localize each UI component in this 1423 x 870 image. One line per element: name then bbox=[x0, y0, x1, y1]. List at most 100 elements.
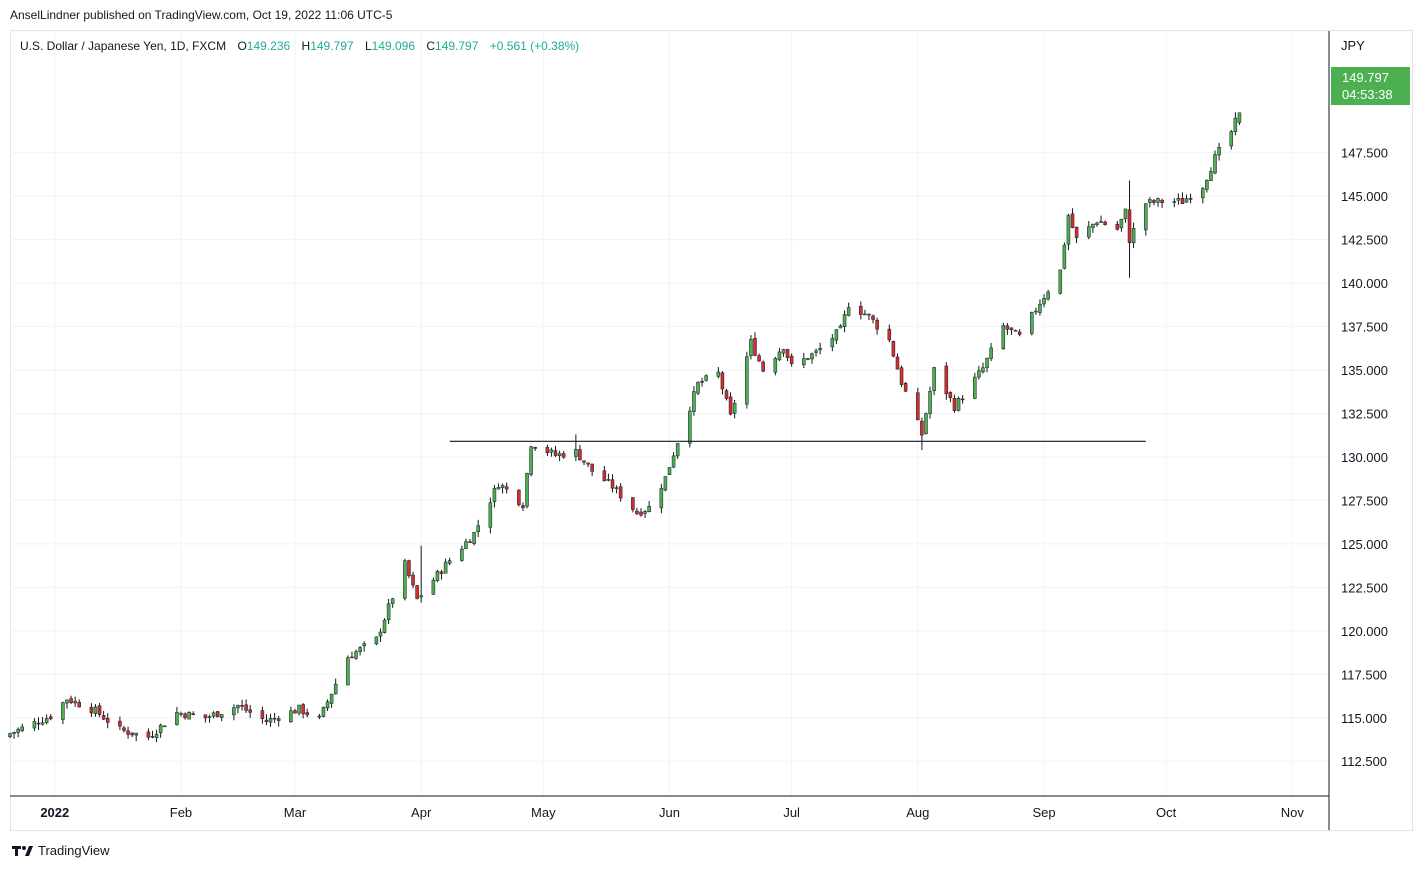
candle-body bbox=[1070, 213, 1075, 228]
price-tick-label: 122.500 bbox=[1341, 580, 1388, 595]
candle bbox=[179, 711, 183, 717]
candle-body bbox=[989, 347, 993, 359]
candle-body bbox=[89, 707, 94, 714]
candle-body bbox=[1180, 198, 1185, 204]
candle-body bbox=[753, 338, 757, 356]
candle bbox=[65, 699, 69, 709]
candle-body bbox=[932, 367, 936, 391]
candle-body bbox=[704, 375, 708, 381]
candle-body bbox=[802, 358, 806, 366]
candle-body bbox=[264, 719, 269, 723]
price-tick-label: 120.000 bbox=[1341, 624, 1388, 639]
candle bbox=[1127, 180, 1132, 278]
candle bbox=[1042, 294, 1046, 308]
candle-body bbox=[643, 511, 647, 514]
legend-symbol: U.S. Dollar / Japanese Yen, 1D, FXCM bbox=[20, 39, 227, 53]
candle bbox=[207, 714, 212, 723]
candle-body bbox=[1013, 330, 1018, 332]
candle-body bbox=[781, 349, 786, 354]
candle-body bbox=[842, 314, 847, 327]
candle-body bbox=[867, 313, 871, 316]
candle-body bbox=[1237, 112, 1242, 123]
candle bbox=[443, 558, 448, 574]
candle-body bbox=[732, 403, 737, 414]
candle bbox=[549, 447, 554, 457]
candle bbox=[329, 693, 334, 708]
candle bbox=[215, 711, 220, 718]
candle bbox=[749, 335, 753, 360]
candle-body bbox=[1152, 200, 1156, 203]
candle bbox=[1131, 222, 1136, 249]
candle-body bbox=[333, 683, 338, 695]
candle bbox=[69, 695, 73, 705]
candle bbox=[1123, 208, 1128, 223]
candle-body bbox=[382, 619, 387, 633]
candle-body bbox=[1217, 146, 1221, 156]
candle-body bbox=[32, 721, 37, 729]
tradingview-logo-icon bbox=[12, 845, 33, 856]
candle bbox=[863, 309, 867, 316]
candle-body bbox=[891, 341, 896, 357]
candle-body bbox=[749, 339, 753, 357]
candle-body bbox=[696, 381, 700, 394]
candle-body bbox=[1038, 303, 1042, 313]
candle bbox=[700, 377, 704, 387]
candle bbox=[802, 352, 806, 369]
candle-body bbox=[818, 347, 822, 351]
candle-body bbox=[647, 505, 651, 512]
last-price-badge: 149.797 04:53:38 bbox=[1331, 67, 1410, 105]
legend-close-label: C bbox=[426, 39, 436, 53]
candle bbox=[407, 559, 411, 579]
axis-layer: 112.500 115.000 117.500 120.000 122.500 125.0… bbox=[10, 31, 1388, 830]
candle bbox=[1017, 329, 1022, 337]
candle bbox=[842, 310, 847, 333]
candle-body bbox=[635, 510, 639, 514]
candle bbox=[903, 381, 908, 393]
candle bbox=[924, 412, 928, 435]
candle bbox=[871, 314, 875, 324]
candle-body bbox=[403, 560, 407, 599]
candle bbox=[1237, 112, 1242, 125]
candle-body bbox=[1123, 208, 1128, 220]
candle-body bbox=[203, 714, 208, 719]
tradingview-brand[interactable]: TradingView bbox=[12, 843, 110, 858]
candle bbox=[419, 545, 423, 603]
candle-body bbox=[268, 718, 273, 723]
date-tick-label: Oct bbox=[1156, 805, 1177, 820]
legend-low-value: 149.096 bbox=[371, 39, 416, 53]
date-tick-label: Jul bbox=[783, 805, 800, 820]
candle-body bbox=[757, 355, 761, 362]
candle-body bbox=[789, 355, 794, 364]
candle bbox=[720, 370, 725, 395]
candle bbox=[789, 353, 794, 367]
candle bbox=[732, 399, 737, 419]
date-tick-label: Nov bbox=[1281, 805, 1305, 820]
candle bbox=[753, 332, 757, 357]
candle bbox=[20, 723, 24, 733]
candle bbox=[439, 569, 444, 580]
candle-body bbox=[472, 532, 476, 544]
candle bbox=[464, 538, 468, 550]
candle-body bbox=[415, 585, 419, 599]
candle bbox=[1103, 220, 1107, 226]
candle-body bbox=[944, 365, 949, 395]
candle-body bbox=[830, 338, 835, 348]
candle bbox=[101, 710, 106, 721]
candle bbox=[785, 348, 790, 362]
candle-body bbox=[162, 725, 167, 728]
candle bbox=[48, 714, 53, 721]
candle-body bbox=[610, 479, 615, 489]
candle-body bbox=[358, 647, 362, 652]
candle-body bbox=[586, 462, 590, 465]
candle bbox=[260, 706, 265, 724]
price-tick-label: 147.500 bbox=[1341, 146, 1388, 161]
candle-body bbox=[244, 704, 248, 711]
candle-body bbox=[500, 485, 505, 488]
candle-body bbox=[77, 701, 81, 708]
candle-body bbox=[948, 392, 953, 398]
candle-body bbox=[920, 420, 924, 436]
candle-body bbox=[720, 372, 725, 390]
candle bbox=[1144, 203, 1148, 236]
candle bbox=[1046, 289, 1050, 301]
